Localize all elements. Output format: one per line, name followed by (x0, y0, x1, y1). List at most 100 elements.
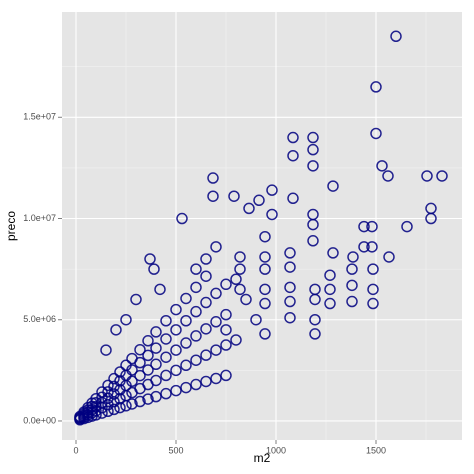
point (130, 293, 142, 306)
point (134, 395, 146, 408)
point (200, 323, 212, 335)
point (234, 263, 246, 275)
point (284, 281, 296, 294)
point (234, 283, 246, 296)
point (190, 281, 202, 294)
y-tick-label: 5.0e+06 (23, 314, 56, 324)
point (307, 131, 319, 144)
point (170, 324, 182, 336)
point (324, 269, 336, 281)
point (425, 212, 437, 225)
point (228, 190, 240, 202)
point (259, 297, 271, 310)
point (180, 292, 192, 305)
point (259, 263, 271, 275)
point (90, 409, 102, 421)
point (190, 378, 202, 391)
point (421, 170, 433, 182)
point (383, 251, 395, 263)
point (200, 375, 212, 388)
point (390, 30, 402, 43)
point (100, 344, 112, 356)
point (346, 263, 358, 275)
point (220, 278, 232, 291)
point (327, 247, 339, 259)
point (190, 330, 202, 342)
x-tick-label: 500 (168, 445, 183, 455)
point (253, 194, 265, 207)
point (436, 170, 448, 182)
point (324, 297, 336, 310)
point (160, 387, 172, 400)
point (259, 283, 271, 296)
point (284, 247, 296, 259)
x-tick-label: 1500 (366, 445, 386, 455)
point (170, 364, 182, 377)
point (367, 263, 379, 275)
point (110, 324, 122, 336)
point (160, 315, 172, 327)
point (287, 149, 299, 162)
point (287, 131, 299, 144)
point (126, 375, 138, 388)
point (170, 344, 182, 356)
x-tick-label: 1000 (266, 445, 286, 455)
point (120, 313, 132, 326)
point (220, 339, 232, 351)
x-axis-title: m2 (254, 451, 271, 465)
point (243, 202, 255, 215)
point (180, 381, 192, 394)
point (134, 356, 146, 369)
point (230, 273, 242, 285)
point (200, 349, 212, 361)
x-tick-label: 0 (73, 445, 78, 455)
point (210, 287, 222, 300)
point (144, 253, 156, 265)
point (370, 81, 382, 93)
point (259, 251, 271, 263)
point (180, 337, 192, 349)
point (284, 311, 296, 324)
point (142, 349, 154, 362)
point (90, 392, 102, 405)
point (200, 296, 212, 309)
point (190, 263, 202, 275)
point (114, 401, 126, 414)
point (230, 334, 242, 346)
point (366, 220, 378, 233)
point (309, 328, 321, 340)
y-tick-label: 1.5e+07 (23, 112, 56, 122)
point (210, 372, 222, 385)
point (210, 344, 222, 356)
y-axis-title: preco (4, 211, 18, 241)
point (170, 384, 182, 397)
point (160, 369, 172, 382)
point (180, 315, 192, 327)
point (150, 342, 162, 354)
point (220, 324, 232, 336)
point (327, 180, 339, 192)
point (170, 303, 182, 316)
point (108, 403, 120, 416)
point (148, 263, 160, 275)
point (108, 372, 120, 385)
point (366, 241, 378, 253)
point (150, 358, 162, 371)
point (142, 393, 154, 405)
point (150, 374, 162, 387)
point (307, 143, 319, 156)
point (346, 295, 358, 308)
point (284, 261, 296, 273)
y-tick-label: 0.0e+00 (23, 415, 56, 425)
point (210, 241, 222, 253)
point (287, 192, 299, 205)
point (200, 253, 212, 265)
point (160, 333, 172, 345)
point (346, 279, 358, 292)
point (150, 326, 162, 338)
point (176, 212, 188, 225)
point (266, 184, 278, 196)
point (102, 405, 114, 418)
point (220, 369, 232, 382)
y-tick-label: 1.0e+07 (23, 213, 56, 223)
